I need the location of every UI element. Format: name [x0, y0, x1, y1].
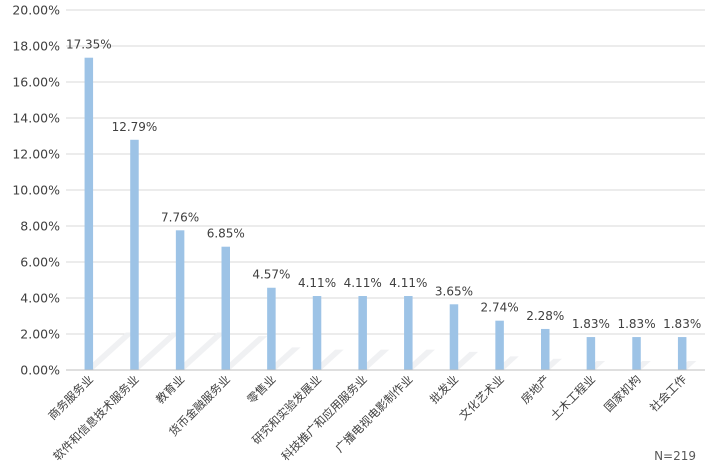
x-category-label: 零售业: [244, 372, 278, 406]
data-label: 1.83%: [572, 317, 610, 331]
data-label: 1.83%: [617, 317, 655, 331]
data-label: 1.83%: [663, 317, 701, 331]
y-tick-label: 12.00%: [12, 147, 60, 162]
bar: [404, 296, 413, 370]
data-label: 4.11%: [389, 276, 427, 290]
x-category-label: 广播电视电影制作业: [332, 372, 415, 455]
bar: [84, 57, 94, 370]
bar: [175, 230, 185, 370]
y-tick-label: 4.00%: [20, 291, 60, 306]
bar-shadow: [221, 336, 268, 370]
y-axis-ticks: 0.00% 2.00% 4.00% 6.00% 8.00% 10.00% 12.00% 14.…: [12, 3, 60, 378]
y-tick-label: 10.00%: [12, 183, 60, 198]
bar: [312, 296, 322, 370]
data-label: 3.65%: [435, 284, 473, 298]
x-category-label: 房地产: [518, 372, 552, 406]
sample-size-note: N=219: [654, 449, 696, 463]
y-tick-label: 0.00%: [20, 363, 60, 378]
x-category-label: 教育业: [153, 372, 187, 406]
bar: [541, 328, 550, 370]
data-label: 12.79%: [112, 120, 158, 134]
bar: [677, 337, 687, 370]
data-label: 17.35%: [66, 38, 112, 52]
data-label: 4.57%: [252, 268, 290, 282]
y-tick-label: 14.00%: [12, 111, 60, 126]
x-category-label: 文化艺术业: [456, 372, 507, 423]
bar: [586, 337, 596, 370]
data-label: 7.76%: [161, 210, 199, 224]
data-label: 4.11%: [344, 276, 382, 290]
y-tick-label: 20.00%: [12, 3, 60, 18]
data-label: 6.85%: [207, 227, 245, 241]
gridlines: [66, 9, 705, 335]
x-category-label: 软件和信息技术服务业: [50, 372, 141, 463]
data-label: 2.28%: [526, 309, 564, 323]
bar: [632, 337, 641, 370]
bar: [221, 246, 230, 370]
x-category-label: 科技推广和应用服务业: [279, 372, 370, 463]
data-labels: 17.35% 12.79% 7.76% 6.85% 4.57% 4.11% 4.11% 4.1…: [66, 38, 701, 331]
bar-shadow: [175, 332, 226, 370]
bars: [84, 57, 687, 370]
y-tick-label: 2.00%: [20, 327, 60, 342]
y-tick-label: 8.00%: [20, 219, 60, 234]
y-tick-label: 16.00%: [12, 75, 60, 90]
bar-shadow: [84, 332, 135, 370]
y-tick-label: 18.00%: [12, 39, 60, 54]
bar: [449, 304, 459, 370]
y-tick-label: 6.00%: [20, 255, 60, 270]
bar: [495, 320, 504, 370]
x-category-label: 土木工程业: [547, 372, 598, 423]
bar-shadow: [130, 332, 180, 370]
x-category-label: 批发业: [427, 372, 461, 406]
bar: [130, 139, 139, 370]
x-category-label: 国家机构: [601, 372, 643, 414]
bar: [267, 287, 276, 370]
bar: [358, 296, 367, 370]
data-label: 2.74%: [481, 301, 519, 315]
data-label: 4.11%: [298, 276, 336, 290]
x-category-label: 社会工作: [647, 372, 690, 415]
